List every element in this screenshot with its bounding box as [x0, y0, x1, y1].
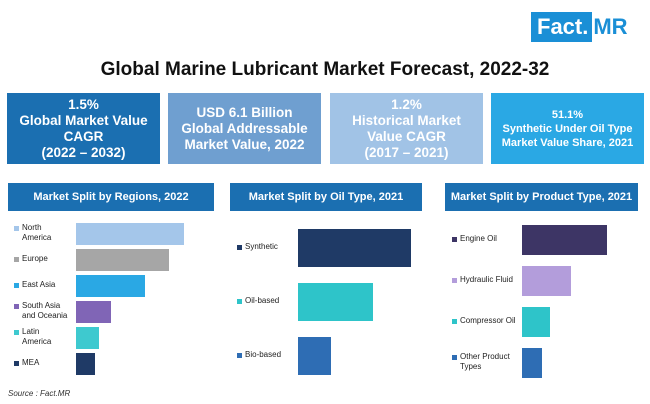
- category-label: South Asia and Oceania: [22, 301, 67, 321]
- bar: [76, 353, 95, 375]
- category-label-line: Other Product: [460, 352, 510, 361]
- bar: [298, 337, 331, 375]
- legend-swatch: [237, 353, 242, 358]
- stat-line: (2022 – 2032): [41, 144, 126, 160]
- legend-swatch: [237, 299, 242, 304]
- legend-swatch: [14, 226, 19, 231]
- stat-line: 51.1%: [551, 108, 584, 121]
- bar: [522, 266, 571, 296]
- bar: [522, 307, 550, 337]
- legend-swatch: [237, 245, 242, 250]
- stat-box-historical-cagr: 1.2% Historical Market Value CAGR (2017 …: [330, 93, 483, 164]
- category-label-line: Europe: [22, 254, 48, 263]
- legend-swatch: [14, 330, 19, 335]
- legend-swatch: [452, 319, 457, 324]
- chart-title-product-type: Market Split by Product Type, 2021: [445, 183, 638, 211]
- category-label-line: America: [22, 337, 52, 346]
- category-label-line: Compressor Oil: [460, 316, 516, 325]
- stat-box-market-cagr: 1.5% Global Market Value CAGR (2022 – 20…: [7, 93, 160, 164]
- category-label: Synthetic: [245, 242, 278, 252]
- bar: [298, 229, 411, 267]
- category-label: Hydraulic Fluid: [460, 275, 513, 285]
- source-note: Source : Fact.MR: [8, 389, 71, 398]
- chart-title-regions: Market Split by Regions, 2022: [8, 183, 214, 211]
- chart-oil-type: Synthetic Oil-based Bio-based: [230, 211, 422, 383]
- stat-line: (2017 – 2021): [364, 144, 449, 160]
- stat-line: Market Value Share, 2021: [501, 136, 634, 149]
- bar: [522, 348, 542, 378]
- bar: [76, 327, 99, 349]
- legend-swatch: [14, 304, 19, 309]
- category-label: Europe: [22, 254, 48, 264]
- legend-swatch: [14, 361, 19, 366]
- category-label-line: Oil-based: [245, 296, 280, 305]
- category-label: MEA: [22, 358, 39, 368]
- stat-line: CAGR: [63, 128, 104, 144]
- stat-line: Historical Market: [352, 112, 461, 128]
- stat-line: 1.5%: [68, 96, 99, 112]
- category-label-line: South Asia: [22, 301, 61, 310]
- logo-box-text: Fact.: [531, 12, 593, 42]
- bar: [76, 275, 145, 297]
- category-label-line: East Asia: [22, 280, 56, 289]
- category-label: Other Product Types: [460, 352, 510, 372]
- category-label-line: North: [22, 223, 42, 232]
- category-label-line: Engine Oil: [460, 234, 497, 243]
- category-label: North America: [22, 223, 51, 243]
- stat-line: 1.2%: [391, 96, 422, 112]
- category-label-line: Types: [460, 362, 482, 371]
- bar: [298, 283, 373, 321]
- bar: [76, 249, 169, 271]
- legend-swatch: [14, 257, 19, 262]
- category-label: Oil-based: [245, 296, 279, 306]
- stat-box-synthetic-share: 51.1% Synthetic Under Oil Type Market Va…: [491, 93, 644, 164]
- factmr-logo: Fact. MR: [531, 12, 635, 42]
- stat-line: USD 6.1 Billion: [196, 104, 293, 120]
- category-label: Latin America: [22, 327, 51, 347]
- category-label-line: Hydraulic Fluid: [460, 275, 513, 284]
- legend-swatch: [452, 278, 457, 283]
- bar: [76, 223, 184, 245]
- category-label: East Asia: [22, 280, 55, 290]
- category-label: Bio-based: [245, 350, 281, 360]
- stat-line: Global Addressable: [181, 120, 308, 136]
- stat-line: Synthetic Under Oil Type: [502, 122, 633, 135]
- legend-swatch: [452, 355, 457, 360]
- chart-regions: North America Europe East Asia South Asia and…: [8, 211, 214, 383]
- category-label-line: and Oceania: [22, 311, 68, 320]
- main-title: Global Marine Lubricant Market Forecast,…: [100, 59, 550, 80]
- stat-line: Value CAGR: [367, 128, 446, 144]
- category-label-line: MEA: [22, 358, 40, 367]
- category-label-line: America: [22, 233, 52, 242]
- chart-title-oil-type: Market Split by Oil Type, 2021: [230, 183, 422, 211]
- category-label-line: Bio-based: [245, 350, 282, 359]
- category-label-line: Synthetic: [245, 242, 278, 251]
- logo-mr-text: MR: [593, 14, 628, 39]
- category-label: Compressor Oil: [460, 316, 516, 326]
- stat-line: Market Value, 2022: [184, 136, 305, 152]
- stat-line: Global Market Value: [19, 112, 148, 128]
- bar: [522, 225, 607, 255]
- legend-swatch: [14, 283, 19, 288]
- chart-product-type: Engine Oil Hydraulic Fluid Compressor Oil O…: [445, 211, 638, 383]
- category-label: Engine Oil: [460, 234, 497, 244]
- legend-swatch: [452, 237, 457, 242]
- stat-box-market-value: USD 6.1 Billion Global Addressable Marke…: [168, 93, 321, 164]
- bar: [76, 301, 111, 323]
- category-label-line: Latin: [22, 327, 40, 336]
